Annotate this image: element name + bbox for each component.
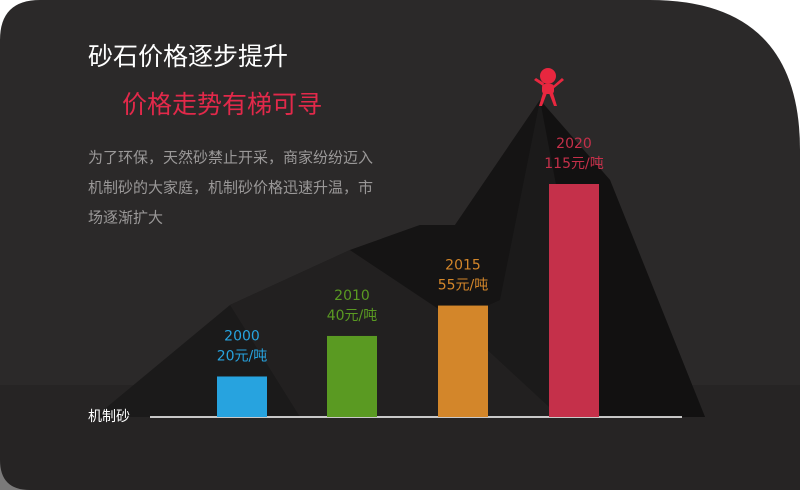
mountain-facet <box>350 100 540 320</box>
value-label: 20元/吨 <box>217 348 268 364</box>
value-label: 55元/吨 <box>438 278 489 294</box>
description-line: 为了环保，天然砂禁止开采，商家纷纷迈入 <box>88 149 373 167</box>
value-label: 115元/吨 <box>544 156 603 172</box>
category-label: 2000 <box>224 328 260 344</box>
bar <box>217 376 267 417</box>
bar <box>327 335 377 417</box>
category-label: 2010 <box>334 288 370 304</box>
bar <box>549 184 599 417</box>
description-line: 机制砂的大家庭，机制砂价格迅速升温，市 <box>88 179 373 197</box>
value-label: 40元/吨 <box>327 308 378 324</box>
chart-subtitle: 价格走势有梯可寻 <box>122 90 322 119</box>
category-label: 2015 <box>445 258 481 274</box>
x-axis-label: 机制砂 <box>88 409 130 425</box>
chart-title: 砂石价格逐步提升 <box>88 42 288 71</box>
description-line: 场逐渐扩大 <box>88 209 163 227</box>
mountain-facet <box>540 100 705 417</box>
description: 为了环保，天然砂禁止开采，商家纷纷迈入机制砂的大家庭，机制砂价格迅速升温，市场逐… <box>88 149 373 227</box>
category-label: 2020 <box>556 136 592 152</box>
mascot <box>534 68 564 106</box>
bar <box>438 305 488 417</box>
